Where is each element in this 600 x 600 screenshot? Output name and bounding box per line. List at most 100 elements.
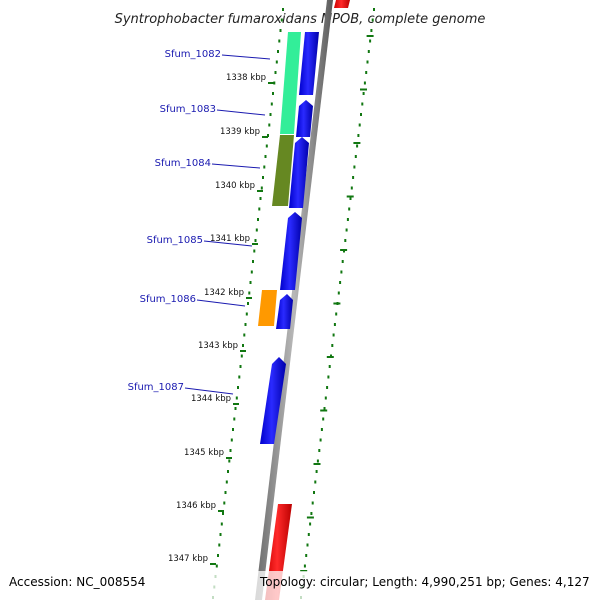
gc-dot	[225, 480, 228, 484]
gene-callout-line	[216, 109, 266, 116]
cds-arrow-sfum-1085[interactable]	[280, 212, 302, 290]
tick-label: 1342 kbp	[204, 288, 244, 298]
map-title: Syntrophobacter fumaroxidans MPOB, compl…	[115, 12, 486, 27]
gc-dot	[248, 291, 251, 295]
gc-dot	[277, 50, 279, 53]
gene-label-sfum-1085[interactable]: Sfum_1085	[147, 235, 203, 246]
gc-dot	[350, 186, 353, 190]
gc-dot	[279, 29, 282, 32]
gc-dot	[363, 81, 366, 85]
gc-dot	[222, 512, 224, 515]
tick-label: 1344 kbp	[191, 394, 231, 404]
gc-dot	[235, 396, 238, 400]
cds-arrow-sfum-1086[interactable]	[276, 294, 293, 329]
gc-dot	[237, 386, 239, 389]
gc-dot	[361, 102, 364, 106]
gc-dot	[267, 134, 269, 137]
gene-callout-line	[203, 240, 253, 247]
gc-dot	[275, 60, 278, 64]
gene-labels: Sfum_1082 Sfum_1083 Sfum_1084 Sfum_1085 …	[128, 49, 271, 395]
gc-dot	[253, 249, 256, 253]
cds-arrow-sfum-1087[interactable]	[260, 357, 286, 444]
scale-tick-labels: 1338 kbp 1339 kbp 1340 kbp 1341 kbp 1342…	[168, 73, 266, 564]
cds-arrow-sfum-1084[interactable]	[289, 137, 309, 208]
gc-dot	[218, 543, 221, 547]
gc-dot	[244, 323, 247, 326]
scale-tick-mark	[218, 510, 224, 512]
gc-dot	[353, 165, 356, 169]
gc-dot	[354, 155, 357, 158]
gc-dot	[345, 228, 348, 232]
gc-dot	[238, 375, 241, 379]
gc-dot	[280, 18, 283, 22]
gc-dot	[318, 449, 321, 452]
tick-label: 1343 kbp	[198, 341, 238, 351]
gc-dot	[303, 564, 306, 568]
gc-dot	[369, 39, 372, 43]
tick-label: 1345 kbp	[184, 448, 224, 458]
gc-dot	[306, 543, 309, 547]
gc-dot	[232, 428, 234, 431]
gc-dot	[344, 239, 347, 242]
gc-dash	[353, 142, 361, 144]
gc-dot	[217, 554, 219, 557]
gene-label-sfum-1082[interactable]: Sfum_1082	[165, 49, 221, 60]
gc-dot	[240, 354, 243, 358]
gc-dot	[282, 8, 284, 11]
gene-label-sfum-1086[interactable]: Sfum_1086	[140, 294, 196, 305]
gc-dot	[340, 270, 343, 274]
gc-dot	[243, 333, 246, 337]
gc-dot	[274, 71, 277, 74]
gc-dot	[335, 312, 338, 316]
gc-dot	[247, 302, 249, 305]
gc-dot	[367, 50, 370, 53]
gc-dot	[327, 375, 330, 379]
gc-dot	[324, 396, 327, 400]
gc-dash	[326, 356, 334, 358]
gc-dot	[219, 533, 222, 536]
gc-dot	[260, 186, 263, 190]
gc-dot	[337, 291, 340, 295]
gc-dot	[326, 386, 329, 389]
gc-dot	[356, 144, 359, 148]
gc-dot	[370, 29, 373, 32]
gene-label-sfum-1084[interactable]: Sfum_1084	[155, 158, 211, 169]
cds-arrow-sfum-1082[interactable]	[299, 32, 319, 95]
scale-tick-mark	[252, 243, 258, 245]
gc-dot	[242, 344, 244, 347]
feature-orange-block	[258, 290, 277, 326]
scale-tick-mark	[233, 403, 239, 405]
gc-dot	[228, 459, 231, 463]
gc-dot	[332, 333, 335, 337]
gc-dot	[259, 197, 262, 200]
cds-arrow-sfum-1083[interactable]	[296, 100, 313, 137]
tick-label: 1346 kbp	[176, 501, 216, 511]
gc-dot	[220, 522, 223, 526]
gc-dot	[341, 260, 344, 263]
gc-dot	[311, 501, 314, 505]
gc-dot	[273, 81, 276, 85]
gc-dot	[254, 239, 257, 242]
gc-dash	[333, 302, 341, 305]
gc-dot	[257, 218, 259, 221]
gene-label-sfum-1083[interactable]: Sfum_1083	[160, 104, 216, 115]
gene-callout-line	[196, 299, 246, 307]
tick-label: 1347 kbp	[168, 554, 208, 564]
gc-dash	[360, 88, 367, 91]
gc-dot	[365, 71, 368, 74]
gc-dot	[249, 281, 252, 284]
gc-dot	[333, 323, 336, 326]
gc-dot	[323, 407, 326, 410]
gene-callout-line	[184, 387, 234, 395]
gc-dot	[366, 60, 369, 64]
gc-dot	[215, 564, 218, 568]
gc-dot	[322, 417, 325, 421]
gene-label-sfum-1087[interactable]: Sfum_1087	[128, 382, 184, 393]
gc-dot	[314, 480, 317, 484]
gc-dot	[272, 92, 274, 95]
gc-dot	[252, 260, 254, 263]
gc-dot	[328, 365, 331, 368]
scale-tick-mark	[240, 350, 246, 352]
